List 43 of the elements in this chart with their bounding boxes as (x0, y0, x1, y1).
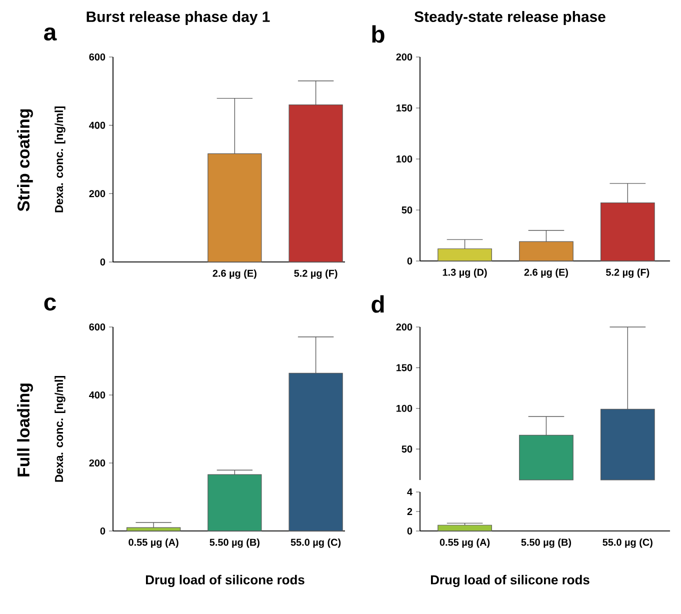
x-axis-title: Drug load of silicone rods (430, 574, 590, 588)
chart-title: d (372, 295, 384, 313)
y-tick-label: 0 (100, 258, 106, 266)
y-tick-label: 0 (407, 257, 412, 265)
y-tick-label: 200 (89, 190, 106, 198)
y-tick-label: 0 (407, 527, 412, 535)
y-tick-label: 400 (89, 122, 106, 129)
x-tick-label: 5.50 µg (B) (210, 538, 260, 548)
y-tick-label: 2 (407, 508, 412, 515)
x-tick-label: 55.0 µg (C) (602, 538, 652, 548)
x-tick-label: 55.0 µg (C) (290, 538, 341, 548)
x-tick-label: 0.55 µg (A) (128, 538, 178, 548)
x-tick-label: 2.6 µg (E) (212, 269, 256, 279)
text: Burst release phase day 1 (86, 11, 270, 25)
chart-title: c (44, 297, 56, 311)
x-tick-label: 5.2 µg (F) (606, 268, 650, 278)
y-axis-title: Dexa. conc. [ng/ml] (54, 376, 66, 482)
x-tick-label: 5.50 µg (B) (521, 538, 572, 548)
chart-title: b (372, 25, 384, 43)
y-tick-label: 400 (89, 391, 106, 399)
text: Steady-state release phase (414, 11, 606, 25)
text: Full loading (17, 384, 33, 476)
y-tick-label: 50 (402, 446, 412, 453)
y-tick-label: 200 (89, 459, 106, 467)
y-tick-label: 200 (396, 323, 412, 331)
x-tick-label: 0.55 µg (A) (440, 538, 490, 548)
y-tick-label: 600 (89, 323, 106, 331)
y-tick-label: 600 (89, 53, 106, 61)
y-tick-label: 0 (100, 527, 106, 535)
y-tick-label: 150 (396, 104, 412, 112)
y-tick-label: 100 (396, 404, 412, 412)
text: Strip coating (17, 109, 33, 212)
chart-title: a (44, 27, 57, 41)
x-tick-label: 2.6 µg (E) (524, 268, 568, 278)
x-axis-title: Drug load of silicone rods (146, 574, 304, 588)
y-tick-label: 50 (402, 206, 412, 214)
y-tick-label: 150 (396, 364, 412, 372)
y-axis-title: Dexa. conc. [ng/ml] (54, 106, 66, 212)
x-tick-label: 1.3 µg (D) (442, 268, 487, 278)
y-tick-label: 4 (407, 488, 412, 496)
y-tick-label: 200 (396, 53, 412, 61)
x-tick-label: 5.2 µg (F) (294, 269, 338, 279)
y-tick-label: 100 (396, 155, 412, 163)
